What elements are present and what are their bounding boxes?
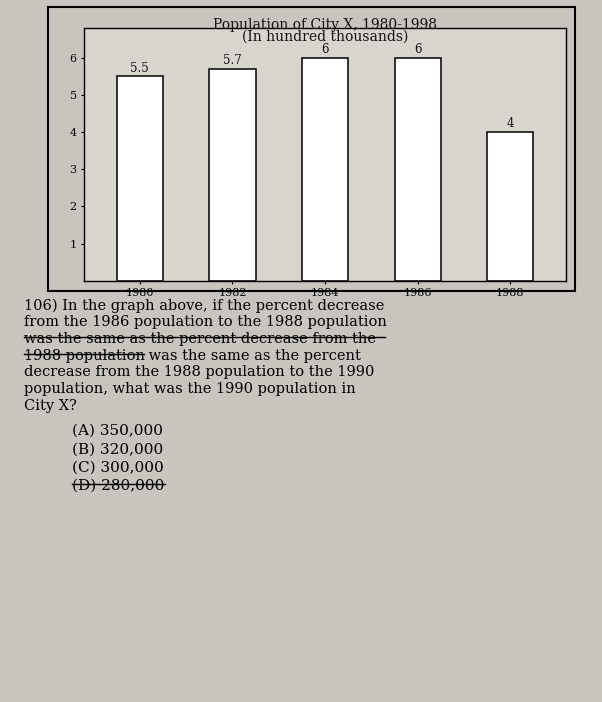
Bar <box>117 77 163 281</box>
Bar <box>394 58 441 281</box>
Text: 5.7: 5.7 <box>223 54 242 67</box>
Text: (B) 320,000: (B) 320,000 <box>72 442 164 456</box>
Text: (A) 350,000: (A) 350,000 <box>72 424 163 438</box>
Text: 6: 6 <box>321 43 329 56</box>
Text: City X?: City X? <box>24 399 77 413</box>
Bar <box>487 132 533 281</box>
Text: 6: 6 <box>414 43 421 56</box>
Bar <box>302 58 348 281</box>
Text: was the same as the percent: was the same as the percent <box>144 349 361 363</box>
Text: 1988 population: 1988 population <box>24 349 145 363</box>
Text: 4: 4 <box>506 117 514 131</box>
Text: decrease from the 1988 population to the 1990: decrease from the 1988 population to the… <box>24 366 374 380</box>
Text: (In hundred thousands): (In hundred thousands) <box>242 29 408 44</box>
Text: was the same as the percent decrease from the: was the same as the percent decrease fro… <box>24 332 376 346</box>
Text: population, what was the 1990 population in: population, what was the 1990 population… <box>24 382 356 396</box>
Text: (C) 300,000: (C) 300,000 <box>72 461 164 475</box>
Bar <box>209 69 256 281</box>
Text: 5.5: 5.5 <box>131 62 149 74</box>
Text: (D) 280,000: (D) 280,000 <box>72 479 164 493</box>
Text: Population of City X, 1980-1998: Population of City X, 1980-1998 <box>213 18 437 32</box>
Text: from the 1986 population to the 1988 population: from the 1986 population to the 1988 pop… <box>24 315 387 329</box>
Text: 106) In the graph above, if the percent decrease: 106) In the graph above, if the percent … <box>24 298 385 312</box>
